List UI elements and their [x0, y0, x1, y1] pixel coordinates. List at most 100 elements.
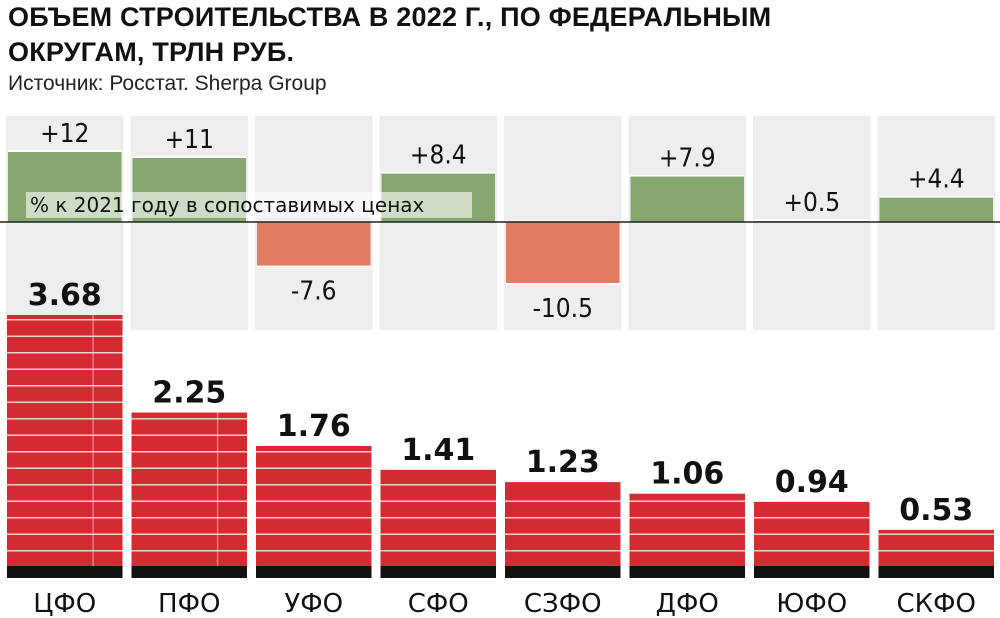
volume-bar-stripe [131, 418, 247, 420]
chart-title-line-2: ОКРУГАМ, ТРЛН РУБ. [8, 37, 295, 67]
volume-bar-stripe [754, 533, 870, 535]
change-column-bg [877, 116, 995, 330]
volume-bar-stripe [256, 533, 372, 535]
change-bar-edge [506, 283, 620, 285]
volume-bar-stripe [7, 484, 123, 486]
change-bar-edge [381, 171, 495, 174]
change-bar [630, 174, 744, 222]
volume-bar-stripe [380, 533, 496, 535]
volume-value-label: 2.25 [152, 376, 226, 411]
change-value-label: +11 [165, 125, 214, 155]
volume-bar [629, 493, 745, 566]
volume-bar-stripe [7, 319, 123, 321]
volume-bar-stripe [754, 550, 870, 552]
volume-bar-stripe [505, 500, 621, 502]
volume-bar-stripe [878, 533, 994, 535]
volume-bar-stripe [7, 434, 123, 436]
volume-bar-stripe [131, 484, 247, 486]
change-value-label: +0.5 [783, 188, 840, 218]
volume-value-label: 3.68 [28, 278, 102, 313]
volume-bar-stripe [7, 401, 123, 403]
change-column-bg [628, 116, 746, 330]
volume-bar-stripe [505, 517, 621, 519]
volume-bar-stripe [754, 517, 870, 519]
volume-bar-stripe [380, 500, 496, 502]
change-value-label: -10.5 [532, 294, 593, 324]
change-note-bg [26, 192, 472, 218]
volume-bar [131, 412, 247, 566]
volume-bar-stripe [256, 451, 372, 453]
volume-bar-divider [92, 315, 94, 566]
change-bar-edge [755, 219, 869, 221]
volume-bar-base [131, 566, 247, 578]
category-label: ПФО [158, 589, 220, 618]
volume-bar-base [505, 566, 621, 578]
change-bar [257, 222, 371, 268]
change-value-label: +7.9 [659, 144, 716, 174]
volume-value-label: 1.41 [401, 433, 475, 468]
volume-bar-base [754, 566, 870, 578]
volume-bar [256, 445, 372, 566]
change-column-bg [130, 116, 248, 330]
change-bar-edge [132, 156, 246, 158]
volume-bar [505, 482, 621, 566]
chart-title-line-1: ОБЪЕМ СТРОИТЕЛЬСТВА В 2022 Г., ПО ФЕДЕРА… [8, 2, 772, 32]
category-label: ЦФО [33, 589, 96, 618]
volume-bar-base [380, 566, 496, 578]
volume-bar-stripe [131, 550, 247, 552]
change-bar-edge [8, 150, 122, 152]
volume-bar-stripe [7, 368, 123, 370]
change-bar-edge [630, 174, 744, 177]
volume-bar-stripe [7, 500, 123, 502]
volume-bar [878, 529, 994, 566]
volume-bar-stripe [7, 517, 123, 519]
volume-bar-stripe [7, 418, 123, 420]
volume-bar-stripe [7, 352, 123, 354]
volume-bar-stripe [878, 550, 994, 552]
change-bar [879, 195, 993, 222]
category-label: СФО [408, 589, 469, 618]
change-column-bg [379, 116, 497, 330]
volume-value-label: 1.76 [277, 409, 351, 444]
volume-bar-base [7, 566, 123, 578]
volume-bar-stripe [256, 517, 372, 519]
volume-bar-stripe [505, 550, 621, 552]
category-label: УФО [284, 589, 343, 618]
volume-bar-stripe [131, 517, 247, 519]
volume-bar-stripe [131, 467, 247, 469]
volume-bar-stripe [380, 484, 496, 486]
volume-bar [7, 315, 123, 566]
volume-bar-stripe [7, 335, 123, 337]
category-label: СКФО [897, 589, 976, 618]
change-value-label: +4.4 [908, 165, 965, 195]
volume-bar-stripe [7, 385, 123, 387]
change-column-bg [753, 116, 871, 330]
change-value-label: +12 [40, 119, 89, 149]
chart-title: ОБЪЕМ СТРОИТЕЛЬСТВА В 2022 Г., ПО ФЕДЕРА… [8, 0, 908, 70]
volume-bar-stripe [629, 550, 745, 552]
volume-bar-stripe [131, 451, 247, 453]
volume-value-label: 1.06 [650, 457, 724, 492]
volume-bar-stripe [629, 533, 745, 535]
change-value-label: +8.4 [410, 141, 467, 171]
volume-bar-base [878, 566, 994, 578]
volume-bar-stripe [380, 517, 496, 519]
volume-bar-stripe [256, 500, 372, 502]
volume-value-label: 0.94 [775, 465, 849, 500]
volume-value-label: 1.23 [526, 445, 600, 480]
category-label: ЮФО [776, 589, 847, 618]
volume-bar-stripe [7, 550, 123, 552]
volume-value-label: 0.53 [899, 493, 973, 528]
volume-bar-stripe [7, 451, 123, 453]
volume-bar-stripe [256, 467, 372, 469]
category-label: ДФО [656, 589, 719, 618]
volume-bar-base [256, 566, 372, 578]
volume-bar-stripe [256, 484, 372, 486]
change-bar-edge [257, 265, 371, 268]
volume-bar-stripe [380, 550, 496, 552]
chart-source: Источник: Росстат. Sherpa Group [8, 72, 327, 95]
change-note-label: % к 2021 году в сопоставимых ценах [30, 193, 425, 217]
volume-bar-stripe [131, 500, 247, 502]
change-bar [506, 222, 620, 285]
